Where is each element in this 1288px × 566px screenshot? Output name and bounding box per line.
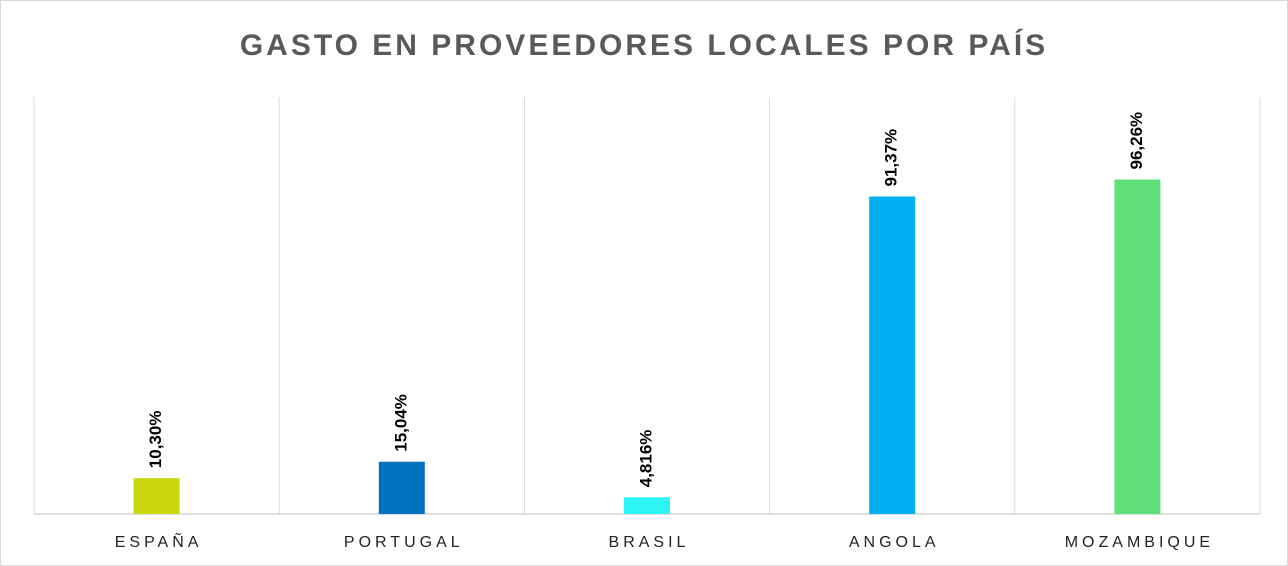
bar xyxy=(1114,179,1161,514)
chart-title: GASTO EN PROVEEDORES LOCALES POR PAÍS xyxy=(240,28,1048,62)
bar xyxy=(133,478,180,514)
x-tick-label: ESPAÑA xyxy=(115,531,203,551)
data-label: 10,30% xyxy=(146,411,165,469)
data-label: 15,04% xyxy=(391,394,410,452)
bar xyxy=(624,497,670,514)
x-tick-label: MOZAMBIQUE xyxy=(1065,534,1214,551)
x-tick-label: BRASIL xyxy=(609,534,690,551)
bar xyxy=(869,196,916,514)
data-label: 4,816% xyxy=(636,430,655,488)
x-tick-label: ANGOLA xyxy=(849,534,940,551)
data-label: 91,37% xyxy=(882,129,901,187)
x-tick-label: PORTUGAL xyxy=(344,534,464,551)
data-label: 96,26% xyxy=(1127,112,1146,170)
bar xyxy=(378,461,425,514)
